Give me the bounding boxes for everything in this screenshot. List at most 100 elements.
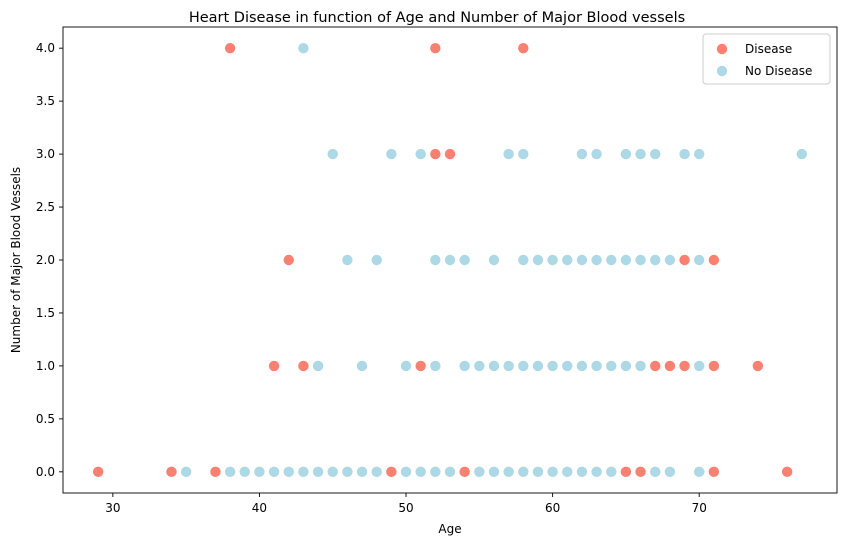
point-no-disease [518, 148, 529, 160]
point-no-disease [650, 254, 661, 266]
point-no-disease [650, 148, 661, 160]
x-tick-label: 70 [692, 501, 707, 515]
point-disease [92, 466, 104, 478]
point-no-disease [664, 254, 676, 266]
point-no-disease [606, 466, 617, 478]
y-tick-label: 3.0 [36, 147, 55, 161]
point-no-disease [430, 360, 441, 372]
legend-label-disease: Disease [745, 42, 792, 56]
point-disease [430, 148, 441, 160]
point-no-disease [415, 466, 426, 478]
point-no-disease [664, 466, 676, 478]
point-no-disease [180, 466, 192, 478]
point-no-disease [400, 360, 412, 372]
point-no-disease [488, 466, 500, 478]
point-disease [268, 360, 280, 372]
point-no-disease [576, 254, 588, 266]
legend-marker-disease [716, 43, 728, 55]
point-no-disease [503, 148, 514, 160]
point-no-disease [268, 466, 280, 478]
point-no-disease [415, 148, 426, 160]
x-tick-label: 50 [398, 501, 413, 515]
point-no-disease [606, 360, 617, 372]
point-no-disease [650, 466, 661, 478]
point-disease [298, 360, 309, 372]
point-no-disease [356, 466, 368, 478]
point-no-disease [591, 360, 602, 372]
point-no-disease [283, 466, 294, 478]
y-axis: 0.0 0.5 1.0 1.5 2.0 2.5 3.0 3.5 4.0 [36, 41, 63, 479]
point-no-disease [518, 466, 529, 478]
point-no-disease [694, 466, 705, 478]
x-axis-title: Age [438, 522, 461, 536]
point-disease [415, 360, 426, 372]
point-no-disease [430, 466, 441, 478]
point-no-disease [400, 466, 412, 478]
point-no-disease [547, 466, 558, 478]
y-tick-label: 4.0 [36, 41, 55, 55]
point-disease [781, 466, 793, 478]
point-disease [444, 148, 456, 160]
y-tick-label: 2.0 [36, 253, 55, 267]
point-no-disease [532, 466, 544, 478]
point-no-disease [694, 360, 705, 372]
point-disease [459, 466, 470, 478]
point-no-disease [532, 360, 544, 372]
point-no-disease [312, 360, 324, 372]
point-no-disease [327, 148, 338, 160]
points-layer [92, 42, 808, 478]
legend: Disease No Disease [702, 33, 831, 85]
point-no-disease [562, 254, 573, 266]
point-no-disease [386, 148, 397, 160]
point-no-disease [562, 466, 573, 478]
point-disease [224, 42, 236, 54]
point-no-disease [606, 254, 617, 266]
point-no-disease [591, 148, 602, 160]
point-disease [635, 466, 646, 478]
point-no-disease [547, 360, 558, 372]
point-no-disease [503, 466, 514, 478]
point-no-disease [503, 360, 514, 372]
point-no-disease [459, 360, 470, 372]
legend-label-no-disease: No Disease [745, 64, 812, 78]
point-no-disease [620, 360, 632, 372]
point-no-disease [694, 148, 705, 160]
point-no-disease [474, 360, 485, 372]
point-no-disease [239, 466, 250, 478]
point-no-disease [576, 148, 588, 160]
point-no-disease [444, 254, 456, 266]
x-tick-label: 30 [105, 501, 120, 515]
x-axis: 30 40 50 60 70 [105, 493, 707, 515]
point-disease [650, 360, 661, 372]
point-disease [708, 360, 720, 372]
legend-box [702, 33, 831, 85]
point-no-disease [591, 466, 602, 478]
y-tick-label: 3.5 [36, 94, 55, 108]
point-no-disease [532, 254, 544, 266]
point-no-disease [547, 254, 558, 266]
legend-marker-no-disease [716, 65, 728, 77]
point-no-disease [488, 360, 500, 372]
point-no-disease [298, 42, 309, 54]
point-no-disease [635, 148, 646, 160]
point-disease [708, 466, 720, 478]
point-disease [518, 42, 529, 54]
point-no-disease [591, 254, 602, 266]
point-disease [210, 466, 221, 478]
point-no-disease [620, 148, 632, 160]
y-tick-label: 0.5 [36, 412, 55, 426]
y-tick-label: 0.0 [36, 465, 55, 479]
point-disease [430, 42, 441, 54]
point-no-disease [635, 254, 646, 266]
point-no-disease [459, 254, 470, 266]
point-no-disease [342, 254, 353, 266]
point-no-disease [635, 360, 646, 372]
point-no-disease [694, 254, 705, 266]
point-no-disease [298, 466, 309, 478]
point-disease [752, 360, 764, 372]
point-no-disease [371, 254, 382, 266]
point-no-disease [796, 148, 808, 160]
point-no-disease [254, 466, 265, 478]
point-disease [283, 254, 294, 266]
